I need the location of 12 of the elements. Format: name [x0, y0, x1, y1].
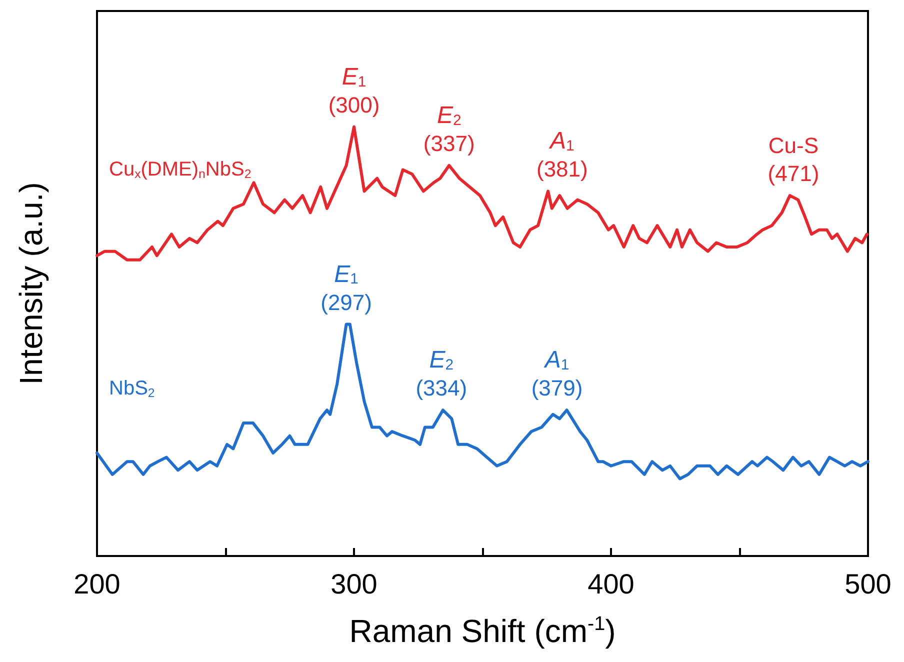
annotation: Cu-S (471)	[768, 133, 820, 186]
y-axis-title: Intensity (a.u.)	[13, 182, 49, 385]
annotation: A1 (379)	[531, 346, 583, 401]
annotation: E1 (300)	[328, 63, 380, 118]
annotation: E2 (337)	[423, 102, 475, 156]
annotation: E2 (334)	[416, 346, 468, 401]
x-tick-label: 200	[74, 568, 120, 600]
annotation: E1 (297)	[320, 260, 372, 315]
x-tick-label: 500	[844, 568, 892, 600]
x-tick-label: 400	[588, 568, 634, 600]
x-tick-label: 300	[330, 568, 378, 600]
annotation: A1 (381)	[536, 128, 588, 182]
